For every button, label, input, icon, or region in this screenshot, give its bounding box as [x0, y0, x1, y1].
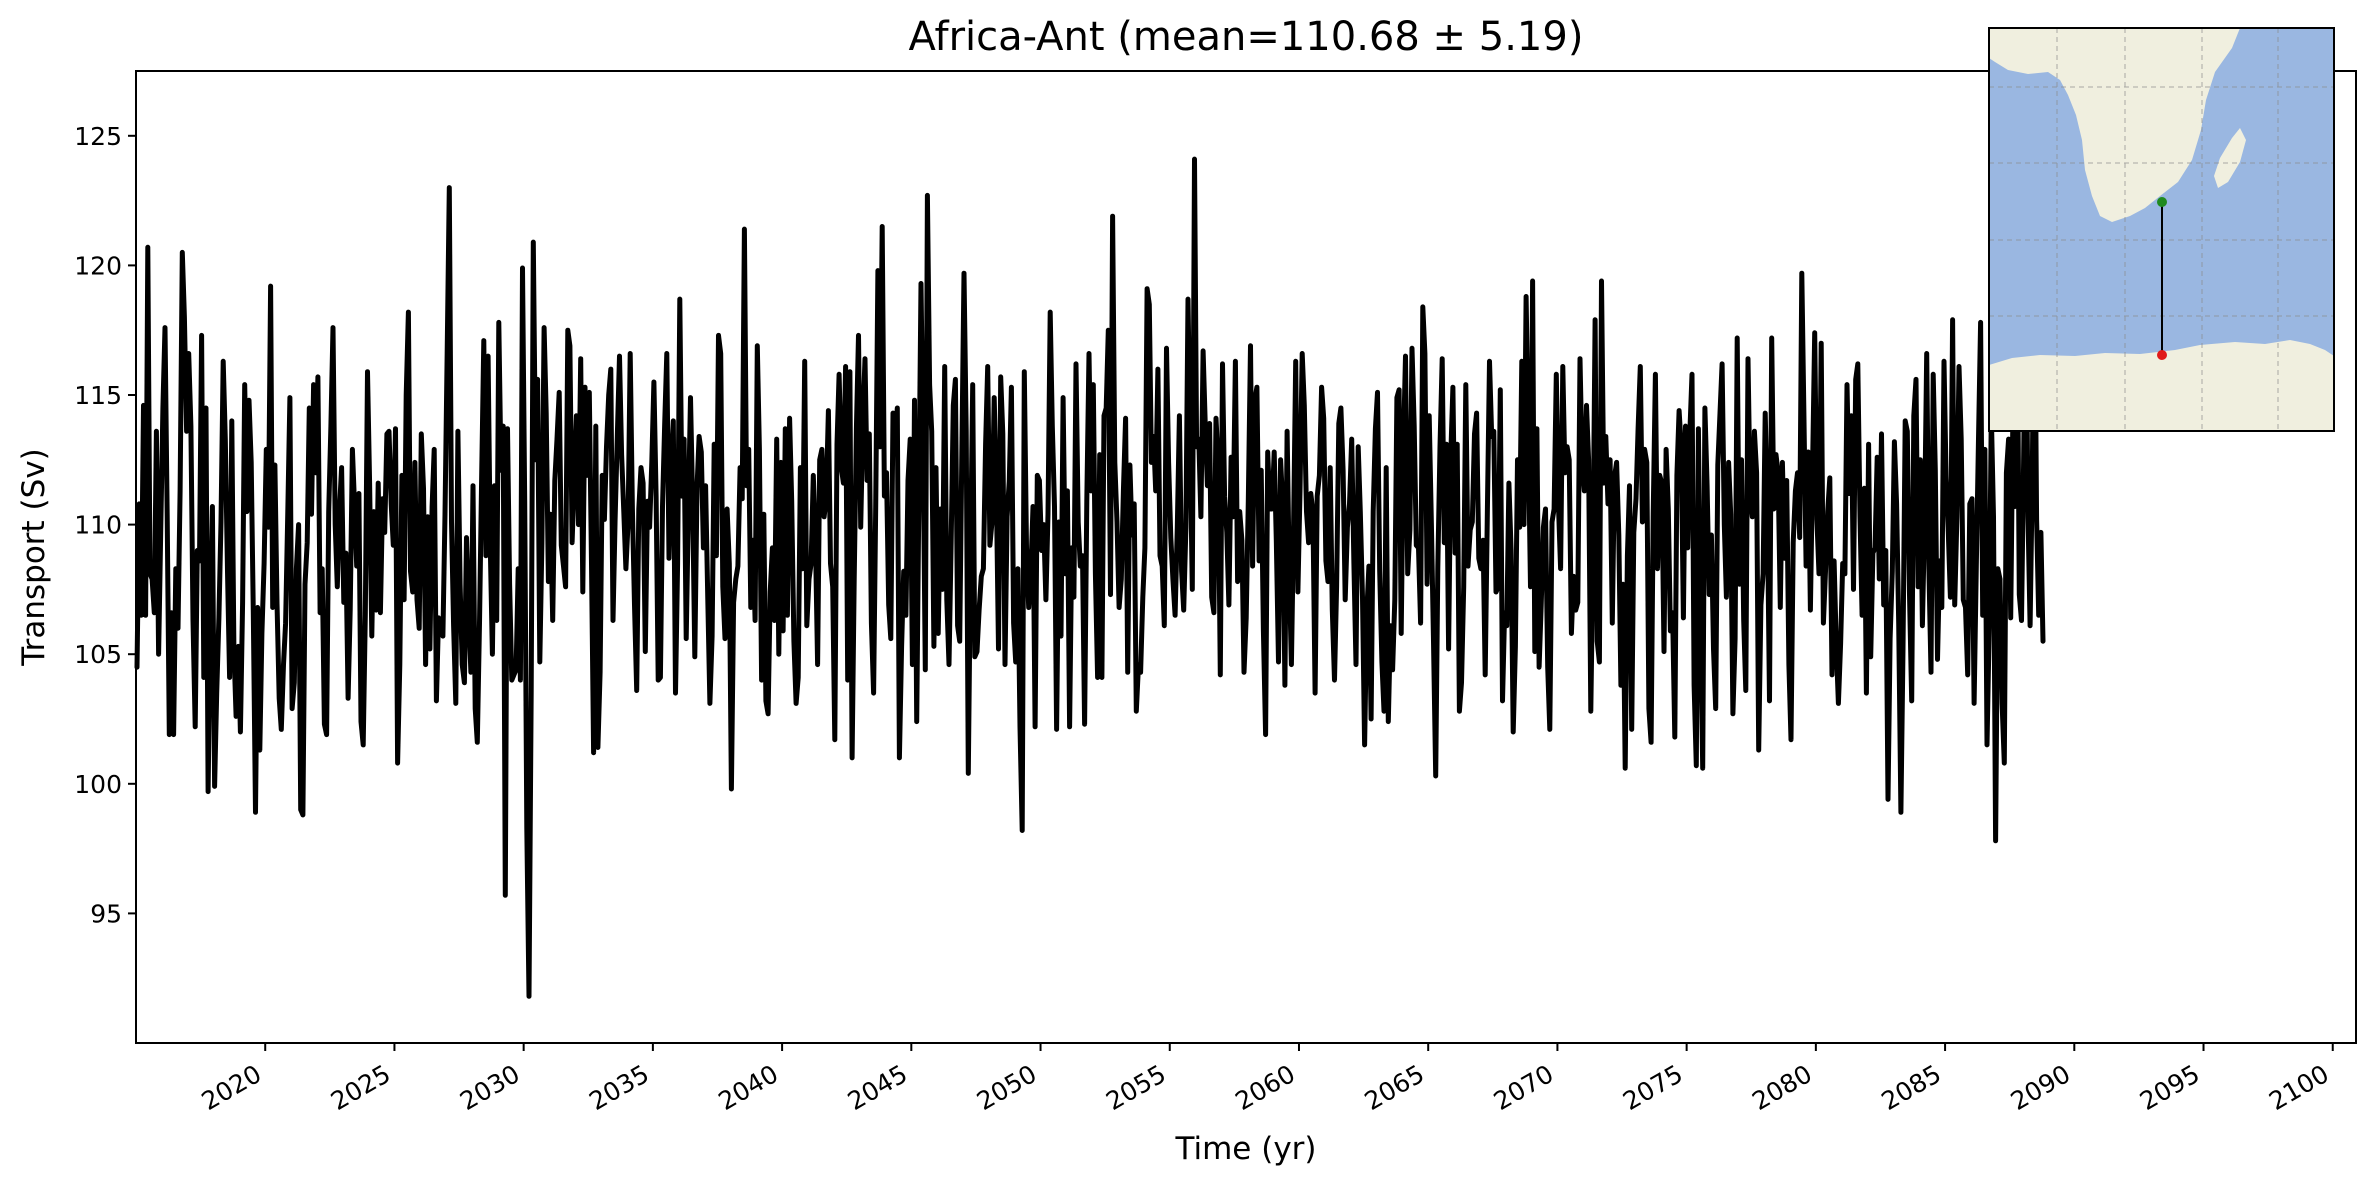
y-tick-label: 110: [74, 511, 122, 540]
plot-area-frame: [135, 70, 2357, 1044]
inset-map-start-marker: [2157, 197, 2167, 207]
inset-map: [1988, 27, 2335, 432]
x-axis-label: Time (yr): [1175, 1131, 1317, 1167]
chart-title: Africa-Ant (mean=110.68 ± 5.19): [909, 14, 1584, 60]
y-tick-label: 125: [74, 122, 122, 151]
series-line: [134, 156, 2046, 999]
inset-map-end-marker: [2157, 350, 2167, 360]
inset-map-frame: [1988, 27, 2335, 432]
y-tick-label: 105: [74, 640, 122, 669]
y-tick-label: 115: [74, 381, 122, 410]
y-axis-label: Transport (Sv): [16, 448, 52, 667]
inset-map-gridlines: [1989, 28, 2334, 431]
y-tick-label: 95: [90, 899, 122, 928]
inset-map-madagascar: [2214, 128, 2246, 188]
inset-map-antarctica: [1989, 340, 2334, 431]
y-tick-label: 100: [74, 770, 122, 799]
series-layer: [134, 156, 2046, 999]
inset-map-africa-landmass: [1989, 28, 2240, 222]
y-axis-ticks: 95 100 105 110 115 120 125: [74, 122, 136, 928]
y-tick-label: 120: [74, 251, 122, 280]
